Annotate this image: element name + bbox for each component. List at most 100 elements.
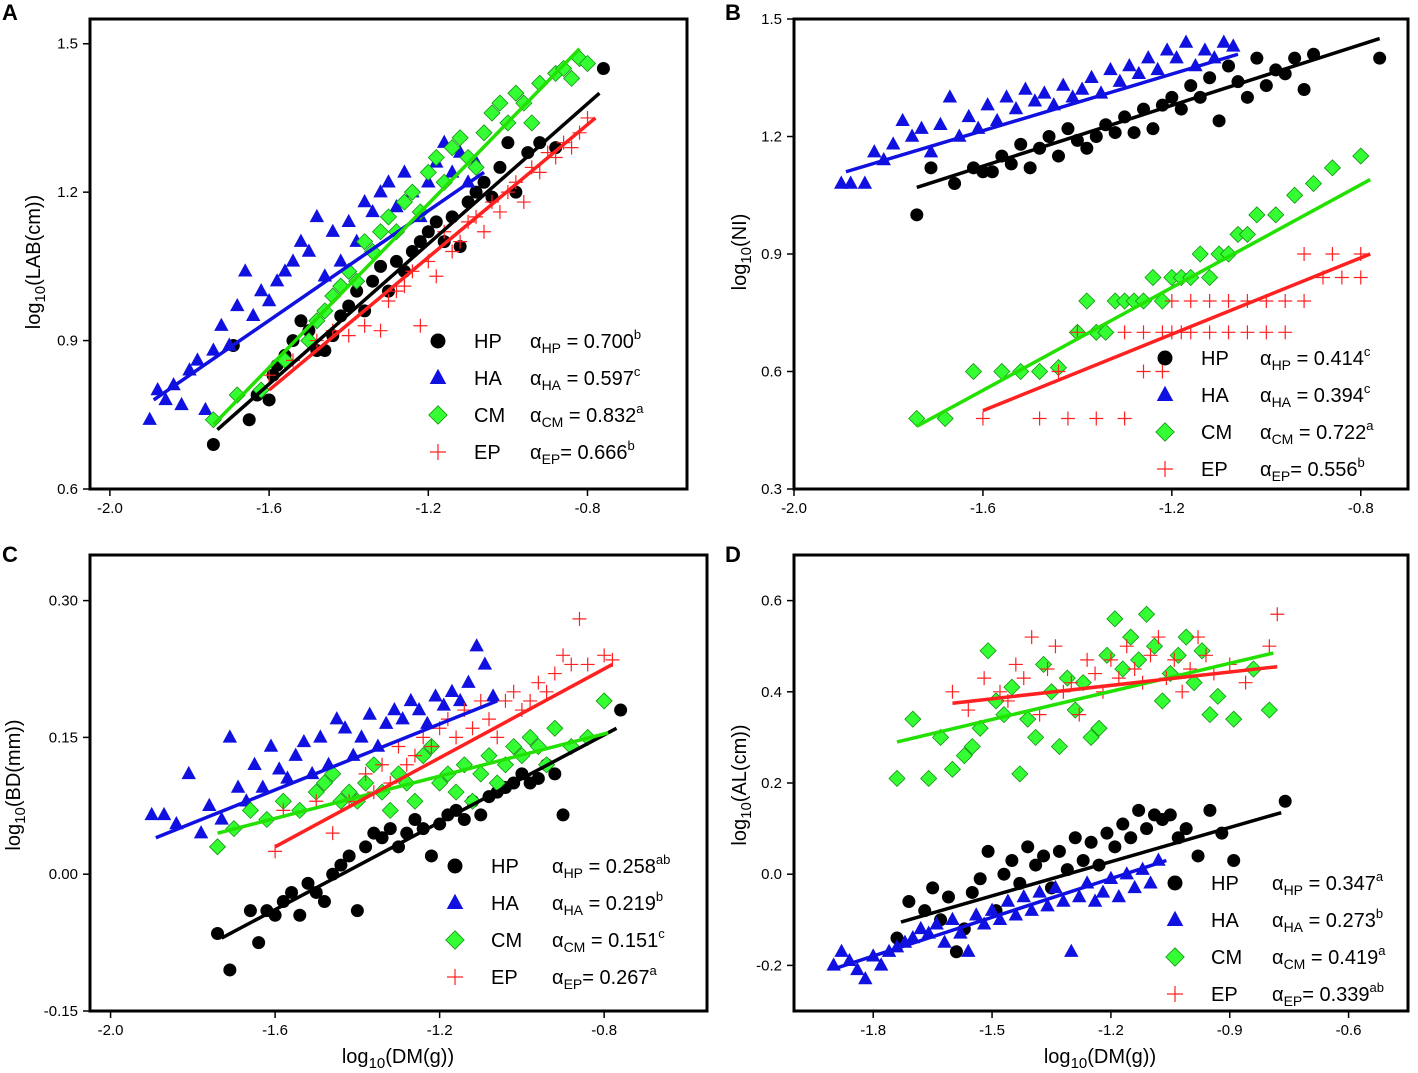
data-point-cm xyxy=(1260,701,1278,719)
data-point-cm xyxy=(371,223,390,241)
data-point-ep xyxy=(373,323,388,338)
data-point-ha xyxy=(461,674,476,688)
data-point-hp xyxy=(457,812,471,826)
data-point-hp xyxy=(429,215,443,229)
data-point-ha xyxy=(834,175,849,189)
series-ha xyxy=(826,852,1166,985)
legend-marker-ha xyxy=(1156,385,1174,401)
data-point-hp xyxy=(981,844,995,858)
data-point-hp xyxy=(614,703,628,717)
data-point-ep xyxy=(1155,364,1170,379)
data-point-hp xyxy=(1174,102,1188,116)
legend-label: HP xyxy=(491,856,519,878)
data-point-ha xyxy=(1226,38,1241,52)
data-point-ha xyxy=(354,729,369,743)
data-point-ha xyxy=(834,943,849,957)
data-point-ep xyxy=(1072,707,1087,722)
fit-line-ep xyxy=(267,116,597,392)
data-point-ep xyxy=(399,757,414,772)
data-point-hp xyxy=(389,254,403,268)
data-point-ep xyxy=(262,368,277,383)
data-point-ha xyxy=(873,957,889,971)
data-point-cm xyxy=(1304,174,1323,193)
data-point-ep xyxy=(1202,294,1217,308)
data-point-hp xyxy=(910,208,924,222)
data-point-cm xyxy=(348,272,366,290)
data-point-ha xyxy=(325,223,340,237)
data-point-hp xyxy=(1108,126,1122,140)
data-point-cm xyxy=(1003,678,1021,696)
data-point-hp xyxy=(421,225,435,239)
data-point-ep xyxy=(1167,652,1182,667)
data-point-ha xyxy=(158,391,173,406)
y-tick-label: 1.5 xyxy=(761,11,782,28)
x-tick-label: -1.2 xyxy=(1159,500,1185,517)
data-point-cm xyxy=(1153,292,1171,310)
data-point-ep xyxy=(1278,325,1293,340)
legend: HP αHP = 0.700b HA αHA = 0.597c CM αCM = 0.83… xyxy=(428,327,644,467)
data-point-hp xyxy=(252,936,266,950)
data-point-hp xyxy=(1146,122,1160,136)
data-point-ha xyxy=(288,747,303,761)
legend-marker-cm xyxy=(445,930,465,950)
data-point-ep xyxy=(1278,294,1293,308)
data-point-ha xyxy=(230,779,246,793)
data-point-hp xyxy=(548,767,562,781)
data-point-ha xyxy=(1074,81,1090,95)
data-point-ha xyxy=(1024,902,1039,916)
panel-letter-a: A xyxy=(2,0,18,25)
data-point-ha xyxy=(1143,875,1158,889)
data-point-ha xyxy=(913,920,928,935)
data-point-hp xyxy=(1140,822,1154,836)
y-axis-label: log10(NI) xyxy=(729,214,755,291)
data-point-ha xyxy=(245,307,261,322)
data-point-hp xyxy=(1297,83,1311,96)
x-tick-label: -1.2 xyxy=(1098,1022,1124,1039)
data-point-ha xyxy=(337,720,353,734)
legend-label: HA xyxy=(491,893,519,915)
data-point-hp xyxy=(1108,840,1122,854)
data-point-cm xyxy=(1201,268,1219,287)
data-point-hp xyxy=(941,890,955,904)
data-point-hp xyxy=(317,895,331,909)
data-point-ha xyxy=(992,911,1008,925)
x-tick-label: -0.9 xyxy=(1217,1022,1243,1039)
data-point-hp xyxy=(413,235,427,249)
data-point-ha xyxy=(309,208,325,223)
data-point-ep xyxy=(506,684,521,699)
legend-label: CM xyxy=(474,405,505,427)
data-point-ha xyxy=(1056,893,1071,907)
data-point-ep xyxy=(1221,325,1236,340)
legend-label: CM xyxy=(491,930,522,952)
data-point-ep xyxy=(407,748,422,763)
data-point-hp xyxy=(1184,79,1198,93)
data-point-ha xyxy=(255,779,270,793)
fit-line-cm xyxy=(896,651,1274,744)
data-point-cm xyxy=(1078,292,1096,310)
data-point-ha xyxy=(1197,42,1213,56)
data-point-ep xyxy=(445,244,460,259)
data-point-hp xyxy=(301,876,315,890)
data-point-cm xyxy=(1031,362,1049,381)
data-point-cm xyxy=(595,692,613,710)
data-point-ha xyxy=(261,293,277,307)
plot-area-b: -2.0 -1.6 -1.2 -0.8 0.3 0.6 0.9 1.2 1.5 HP αHP = 0… xyxy=(761,11,1387,517)
data-point-hp xyxy=(366,274,380,288)
data-point-ep xyxy=(375,757,390,772)
data-point-cm xyxy=(1209,687,1227,705)
data-point-ha xyxy=(980,97,995,111)
data-point-ep xyxy=(597,648,612,663)
data-point-ha xyxy=(1027,93,1043,107)
data-point-ha xyxy=(144,806,159,821)
legend-label: HA xyxy=(1211,910,1239,932)
data-point-hp xyxy=(408,812,422,826)
data-point-ha xyxy=(469,638,484,652)
data-point-cm xyxy=(1177,628,1195,646)
data-point-hp xyxy=(1227,854,1241,868)
data-point-ha xyxy=(403,692,419,707)
data-point-cm xyxy=(546,719,564,737)
data-point-ha xyxy=(293,233,309,247)
legend-alpha: αHP = 0.414c xyxy=(1260,344,1371,373)
data-point-hp xyxy=(1240,90,1254,104)
data-point-ha xyxy=(444,683,460,697)
